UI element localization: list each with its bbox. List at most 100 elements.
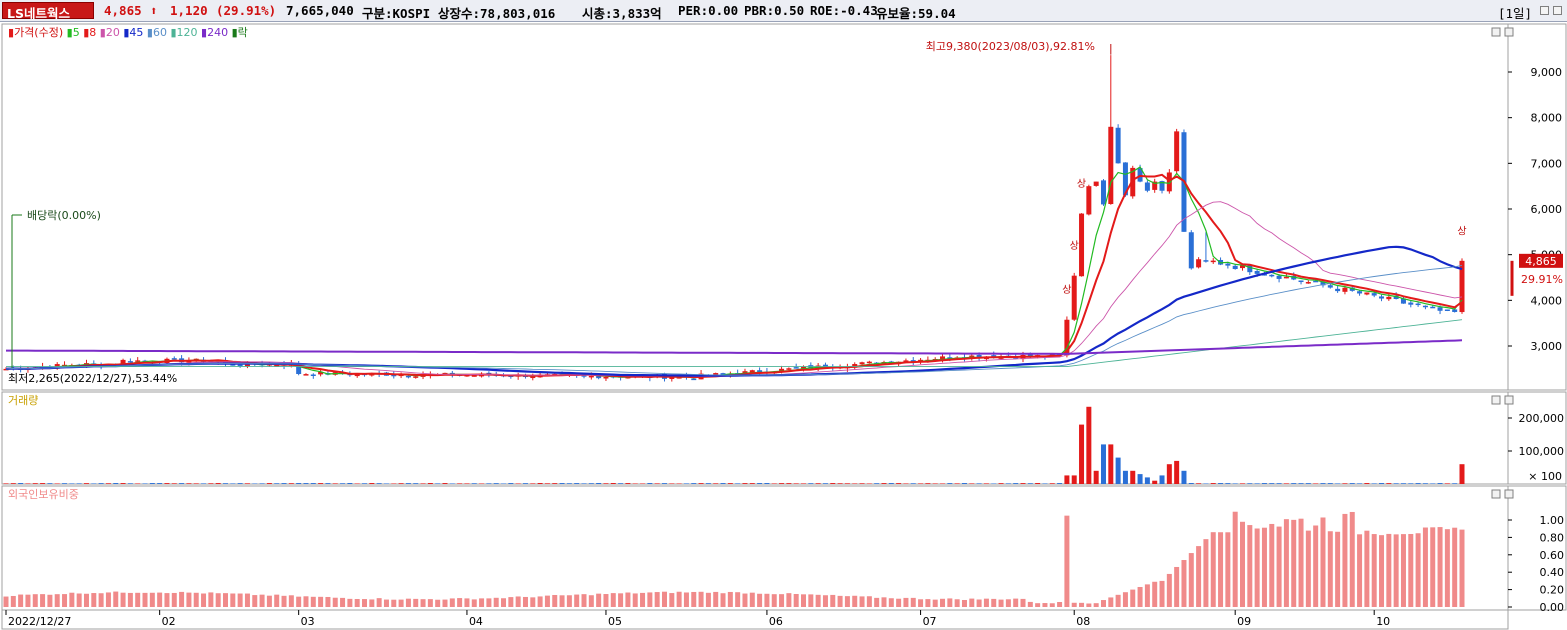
volume-bar	[201, 483, 207, 484]
volume-bar	[1057, 483, 1063, 484]
volume-tick-label: 100,000	[1519, 445, 1565, 458]
foreign-ratio-bar	[1320, 517, 1326, 607]
foreign-ratio-bar	[479, 598, 485, 607]
foreign-ratio-bar	[3, 596, 9, 607]
close-button[interactable]	[1553, 6, 1562, 15]
volume-bar	[1379, 483, 1385, 484]
foreign-ratio-bar	[625, 592, 631, 607]
date-axis-frame	[1, 609, 1509, 630]
candle-body	[1415, 303, 1421, 306]
panel-frame	[1, 23, 1509, 391]
volume-bar	[274, 483, 280, 484]
candle-body	[1064, 319, 1070, 356]
foreign-ratio-bar	[1181, 560, 1187, 607]
foreign-ratio-bar	[54, 594, 60, 607]
volume-bar	[537, 483, 543, 484]
foreign-ratio-bar	[844, 596, 850, 607]
per-value: PER:0.00	[678, 3, 739, 18]
foreign-ratio-bar	[1042, 603, 1048, 607]
candle-body	[940, 356, 946, 361]
candle-body	[1071, 275, 1077, 320]
foreign-ratio-bar	[596, 593, 602, 607]
foreign-tick-label: 1.00	[1540, 514, 1565, 527]
period-selector[interactable]: [1일]	[1498, 6, 1533, 21]
foreign-ratio-bar	[1027, 601, 1033, 607]
foreign-ratio-bar	[1357, 534, 1363, 607]
volume-bar	[801, 483, 807, 484]
foreign-ratio-bar	[669, 593, 675, 607]
volume-bar	[596, 483, 602, 484]
foreign-ratio-bar	[435, 599, 441, 607]
restore-button[interactable]	[1540, 6, 1549, 15]
candle-body	[1144, 182, 1150, 191]
candle-body	[464, 374, 470, 377]
volume-bar	[1188, 483, 1194, 484]
foreign-ratio-bar	[1240, 521, 1246, 607]
volume-bar	[1020, 483, 1026, 484]
foreign-ratio-bar	[1400, 534, 1406, 607]
foreign-ratio-panel[interactable]: 외국인보유비중	[3, 488, 1465, 607]
volume-bar	[581, 483, 587, 484]
foreign-ratio-bar	[1122, 592, 1128, 607]
volume-bar	[815, 483, 821, 484]
foreign-ratio-bar	[1115, 594, 1121, 607]
volume-bar	[742, 483, 748, 484]
foreign-ratio-bar	[32, 594, 38, 607]
candle-body	[1115, 127, 1121, 164]
foreign-ratio-bar	[1049, 603, 1055, 607]
candle-body	[1452, 309, 1458, 312]
stock-chart[interactable]: ▮가격(수정) ▮5 ▮8 ▮20 ▮45 ▮60 ▮120 ▮240 ▮락 거…	[0, 22, 1567, 630]
volume-bar	[83, 483, 89, 484]
foreign-ratio-bar	[1386, 533, 1392, 607]
date-tick-label: 2022/12/27	[8, 615, 71, 628]
foreign-ratio-bar	[149, 592, 155, 607]
volume-bar	[186, 483, 192, 484]
volume-bar	[457, 483, 463, 484]
volume-bar	[588, 483, 594, 484]
foreign-ratio-bar	[113, 591, 119, 607]
volume-bar	[1240, 483, 1246, 484]
foreign-ratio-bar	[1452, 527, 1458, 607]
volume-bar	[1254, 483, 1260, 484]
foreign-ratio-bar	[171, 592, 177, 607]
volume-bar	[244, 483, 250, 484]
foreign-ratio-bar	[193, 592, 199, 607]
foreign-ratio-bar	[881, 597, 887, 607]
volume-bar	[698, 483, 704, 484]
volume-bar	[844, 483, 850, 484]
foreign-ratio-bar	[1210, 532, 1216, 607]
foreign-ratio-bar	[91, 593, 97, 607]
volume-bar	[471, 483, 477, 484]
price-panel[interactable]: ▮가격(수정) ▮5 ▮8 ▮20 ▮45 ▮60 ▮120 ▮240 ▮락	[3, 26, 1465, 382]
foreign-ratio-bar	[691, 591, 697, 607]
price-tick-label: 3,000	[1531, 340, 1563, 353]
foreign-ratio-bar	[98, 593, 104, 607]
date-tick-label: 05	[608, 615, 622, 628]
stock-name-box[interactable]: LS네트웍스	[2, 2, 94, 21]
volume-bar	[932, 483, 938, 484]
volume-bar	[998, 483, 1004, 484]
foreign-ratio-bar	[1130, 589, 1136, 607]
volume-bar	[947, 483, 953, 484]
candle-body	[1400, 298, 1406, 304]
volume-bar	[435, 483, 441, 484]
foreign-ratio-bar	[1203, 539, 1209, 607]
foreign-ratio-bar	[603, 594, 609, 607]
volume-bar	[237, 483, 243, 484]
foreign-ratio-bar	[822, 595, 828, 607]
foreign-ratio-bar	[932, 599, 938, 607]
foreign-ratio-bar	[808, 594, 814, 607]
date-tick-label: 09	[1237, 615, 1251, 628]
volume-bar	[179, 483, 185, 484]
candle-body	[1327, 285, 1333, 288]
date-tick-label: 07	[923, 615, 937, 628]
candle-body	[530, 376, 536, 379]
foreign-ratio-bar	[522, 596, 528, 607]
volume-panel[interactable]: 거래량	[3, 394, 1465, 484]
foreign-ratio-bar	[1079, 602, 1085, 607]
candle-body	[596, 374, 602, 379]
foreign-ratio-bar	[537, 596, 543, 607]
volume-bar	[837, 483, 843, 484]
volume-bar	[493, 483, 499, 484]
foreign-ratio-bar	[179, 591, 185, 607]
